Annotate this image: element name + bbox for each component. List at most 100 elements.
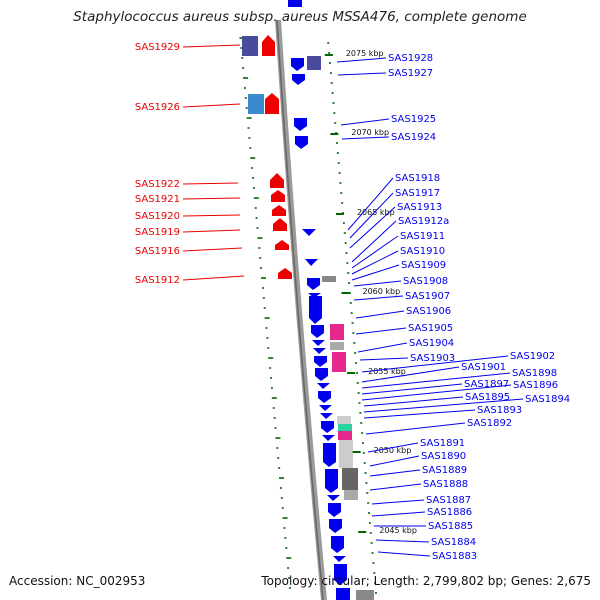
misc-feature[interactable] xyxy=(342,468,358,490)
gene-label-sas1902[interactable]: SAS1902 xyxy=(510,351,555,362)
gene-label-sas1929[interactable]: SAS1929 xyxy=(135,42,180,53)
gene-label-sas1883[interactable]: SAS1883 xyxy=(432,551,477,562)
gene-label-sas1916[interactable]: SAS1916 xyxy=(135,246,180,257)
gene-arrow-blue[interactable] xyxy=(325,469,338,493)
gene-label-sas1921[interactable]: SAS1921 xyxy=(135,194,180,205)
gene-arrow-red[interactable] xyxy=(275,240,289,250)
gene-arrow-blue[interactable] xyxy=(309,296,322,324)
gene-block[interactable] xyxy=(307,56,321,70)
gene-label-sas1905[interactable]: SAS1905 xyxy=(408,323,453,334)
gene-label-sas1907[interactable]: SAS1907 xyxy=(405,291,450,302)
gene-arrow-blue[interactable] xyxy=(331,536,344,553)
gene-arrow-blue[interactable] xyxy=(305,259,318,266)
gene-label-sas1904[interactable]: SAS1904 xyxy=(409,338,454,349)
gene-arrow-red[interactable] xyxy=(271,190,285,202)
gene-arrow-blue[interactable] xyxy=(312,340,325,346)
gene-label-sas1911[interactable]: SAS1911 xyxy=(400,231,445,242)
gene-label-sas1928[interactable]: SAS1928 xyxy=(388,53,433,64)
misc-feature[interactable] xyxy=(339,440,353,468)
gene-block-sas1926[interactable] xyxy=(248,94,264,114)
gene-label-sas1891[interactable]: SAS1891 xyxy=(420,438,465,449)
gene-label-sas1892[interactable]: SAS1892 xyxy=(467,418,512,429)
gene-label-sas1913[interactable]: SAS1913 xyxy=(397,202,442,213)
misc-feature[interactable] xyxy=(344,490,358,500)
gene-arrow-blue[interactable] xyxy=(294,118,307,131)
gene-label-sas1894[interactable]: SAS1894 xyxy=(525,394,570,405)
gene-label-sas1885[interactable]: SAS1885 xyxy=(428,521,473,532)
gene-arrow-red[interactable] xyxy=(272,205,286,216)
gene-label-sas1909[interactable]: SAS1909 xyxy=(401,260,446,271)
gene-label-sas1918[interactable]: SAS1918 xyxy=(395,173,440,184)
gene-label-sas1888[interactable]: SAS1888 xyxy=(423,479,468,490)
gene-arrow-blue[interactable] xyxy=(327,495,340,501)
gene-arrow-red[interactable] xyxy=(262,35,275,56)
gene-label-sas1906[interactable]: SAS1906 xyxy=(406,306,451,317)
gene-arrow-blue[interactable] xyxy=(323,443,336,467)
gene-label-sas1924[interactable]: SAS1924 xyxy=(391,132,436,143)
gene-arrow-blue[interactable] xyxy=(308,293,321,298)
gene-arrow-blue[interactable] xyxy=(317,383,330,389)
gene-arrow-blue[interactable] xyxy=(292,74,305,85)
gene-label-sas1912[interactable]: SAS1912 xyxy=(135,275,180,286)
gene-label-sas1922[interactable]: SAS1922 xyxy=(135,179,180,190)
gene-arrow-blue[interactable] xyxy=(318,391,331,403)
gene-label-sas1912a[interactable]: SAS1912a xyxy=(398,216,449,227)
gene-arrow-red[interactable] xyxy=(278,268,292,279)
gene-block[interactable] xyxy=(322,276,336,282)
kbp-label: 2060 kbp xyxy=(363,287,401,296)
gene-block[interactable] xyxy=(288,0,302,7)
gene-label-sas1897[interactable]: SAS1897 xyxy=(464,379,509,390)
rna-feature[interactable] xyxy=(332,352,346,372)
gene-arrow-blue[interactable] xyxy=(328,503,341,517)
gene-arrow-blue[interactable] xyxy=(315,368,328,381)
gene-arrow-blue[interactable] xyxy=(334,564,347,585)
gene-label-sas1901[interactable]: SAS1901 xyxy=(461,362,506,373)
gene-arrow-blue[interactable] xyxy=(319,405,332,411)
misc-feature[interactable] xyxy=(356,590,374,600)
label-leader-line xyxy=(359,357,409,361)
rna-feature[interactable] xyxy=(338,431,352,440)
gene-label-sas1884[interactable]: SAS1884 xyxy=(431,537,476,548)
gene-label-sas1903[interactable]: SAS1903 xyxy=(410,353,455,364)
gene-arrow-blue[interactable] xyxy=(314,356,327,367)
gene-arrow-blue[interactable] xyxy=(313,348,326,354)
rna-feature-green[interactable] xyxy=(338,424,352,431)
gene-arrow-blue[interactable] xyxy=(321,421,334,433)
gene-arrow-red[interactable] xyxy=(273,218,287,231)
gene-arrow-red[interactable] xyxy=(270,173,284,188)
gene-label-sas1893[interactable]: SAS1893 xyxy=(477,405,522,416)
gene-arrow-blue[interactable] xyxy=(320,413,333,419)
rna-feature[interactable] xyxy=(330,324,344,340)
gene-label-sas1920[interactable]: SAS1920 xyxy=(135,211,180,222)
gene-arrow-blue[interactable] xyxy=(329,519,342,533)
gene-label-sas1925[interactable]: SAS1925 xyxy=(391,114,436,125)
gene-arrow-blue[interactable] xyxy=(307,278,320,290)
gene-label-sas1917[interactable]: SAS1917 xyxy=(395,188,440,199)
gene-arrow-blue[interactable] xyxy=(322,435,335,441)
gene-arrow-blue[interactable] xyxy=(333,556,346,562)
dotted-tick-tracks xyxy=(239,37,377,594)
gene-block-sas1929[interactable] xyxy=(242,36,258,56)
gene-arrow-blue[interactable] xyxy=(302,229,316,236)
kbp-label: 2050 kbp xyxy=(374,446,412,455)
genome-summary: Topology: circular; Length: 2,799,802 bp… xyxy=(261,574,591,588)
gene-label-sas1896[interactable]: SAS1896 xyxy=(513,380,558,391)
gene-label-sas1890[interactable]: SAS1890 xyxy=(421,451,466,462)
gene-label-sas1910[interactable]: SAS1910 xyxy=(400,246,445,257)
gene-label-sas1927[interactable]: SAS1927 xyxy=(388,68,433,79)
misc-feature[interactable] xyxy=(337,416,351,424)
gene-label-sas1895[interactable]: SAS1895 xyxy=(465,392,510,403)
gene-label-sas1926[interactable]: SAS1926 xyxy=(135,102,180,113)
gene-label-sas1908[interactable]: SAS1908 xyxy=(403,276,448,287)
gene-label-sas1898[interactable]: SAS1898 xyxy=(512,368,557,379)
gene-arrow-blue[interactable] xyxy=(291,58,304,71)
gene-label-sas1919[interactable]: SAS1919 xyxy=(135,227,180,238)
gene-label-sas1887[interactable]: SAS1887 xyxy=(426,495,471,506)
gene-label-sas1889[interactable]: SAS1889 xyxy=(422,465,467,476)
misc-feature[interactable] xyxy=(330,342,344,350)
gene-arrow-red[interactable] xyxy=(265,93,279,114)
gene-arrow-blue[interactable] xyxy=(295,136,308,149)
gene-arrow-blue[interactable] xyxy=(311,325,324,338)
gene-block[interactable] xyxy=(336,588,350,600)
gene-label-sas1886[interactable]: SAS1886 xyxy=(427,507,472,518)
